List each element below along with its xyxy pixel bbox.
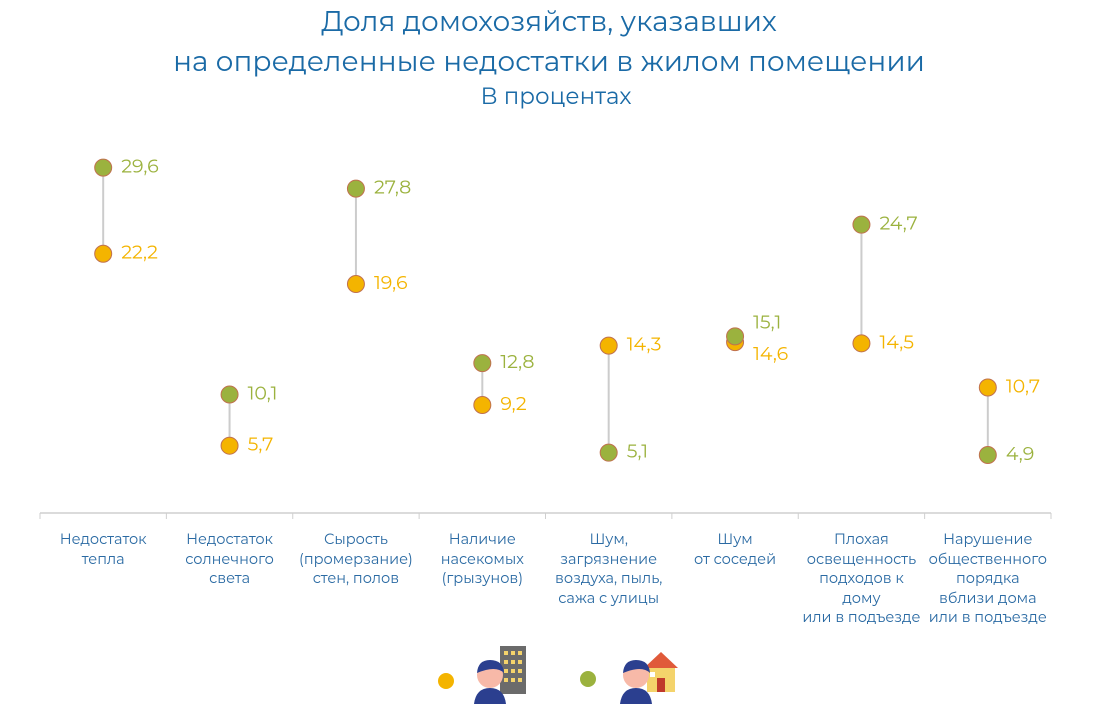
dot	[220, 385, 239, 404]
value-label: 9,2	[500, 392, 527, 415]
legend-dot	[438, 673, 454, 689]
category-label: Наличие насекомых (грызунов)	[440, 530, 524, 587]
dot	[852, 215, 871, 234]
legend-dot	[580, 671, 596, 687]
dot	[599, 443, 618, 462]
value-label: 27,8	[374, 176, 411, 199]
category-label: Шум от соседей	[694, 530, 777, 568]
dot	[94, 244, 113, 263]
value-label: 15,1	[753, 310, 781, 333]
value-label: 12,8	[500, 350, 534, 373]
value-label: 5,1	[627, 440, 648, 463]
legend	[438, 646, 678, 704]
dot	[473, 395, 492, 414]
value-label: 29,6	[121, 155, 159, 178]
plot: 22,2 29,6 5,7 10,1 19,6 27,8 9,2 12,8 14,3 5,1 14,…	[39, 155, 1052, 519]
value-label: 10,1	[248, 381, 278, 404]
value-label: 24,7	[879, 212, 917, 235]
category-label: Сырость (промерзание) стен, полов	[299, 530, 413, 587]
legend-icon-house	[620, 652, 678, 704]
value-label: 14,5	[879, 330, 914, 353]
category-label: Недостаток солнечного света	[185, 530, 274, 587]
value-label: 14,6	[753, 342, 788, 365]
dot	[220, 436, 239, 455]
category-label: Плохая освещенность подходов к дому или …	[802, 530, 921, 626]
dot	[978, 445, 997, 464]
dot	[94, 158, 113, 177]
value-label: 14,3	[627, 333, 662, 356]
legend-icon-city	[474, 646, 526, 704]
dot	[978, 378, 997, 397]
dot	[346, 274, 365, 293]
value-label: 4,9	[1006, 442, 1035, 465]
category-label: Шум, загрязнение воздуха, пыль, сажа с у…	[555, 530, 663, 607]
category-label: Недостаток тепла	[59, 530, 147, 568]
dot	[599, 336, 618, 355]
value-label: 10,7	[1006, 375, 1040, 398]
category-label: Нарушение общественного порядка вблизи д…	[928, 530, 1048, 626]
dot	[852, 334, 871, 353]
chart-subtitle: В процентах	[480, 82, 632, 110]
dot	[726, 327, 745, 346]
dot	[346, 179, 365, 198]
dot	[473, 354, 492, 373]
value-label: 5,7	[248, 433, 274, 456]
value-label: 22,2	[121, 241, 158, 264]
chart-title: Доля домохозяйств, указавших на определе…	[173, 5, 925, 79]
value-label: 19,6	[374, 271, 408, 294]
